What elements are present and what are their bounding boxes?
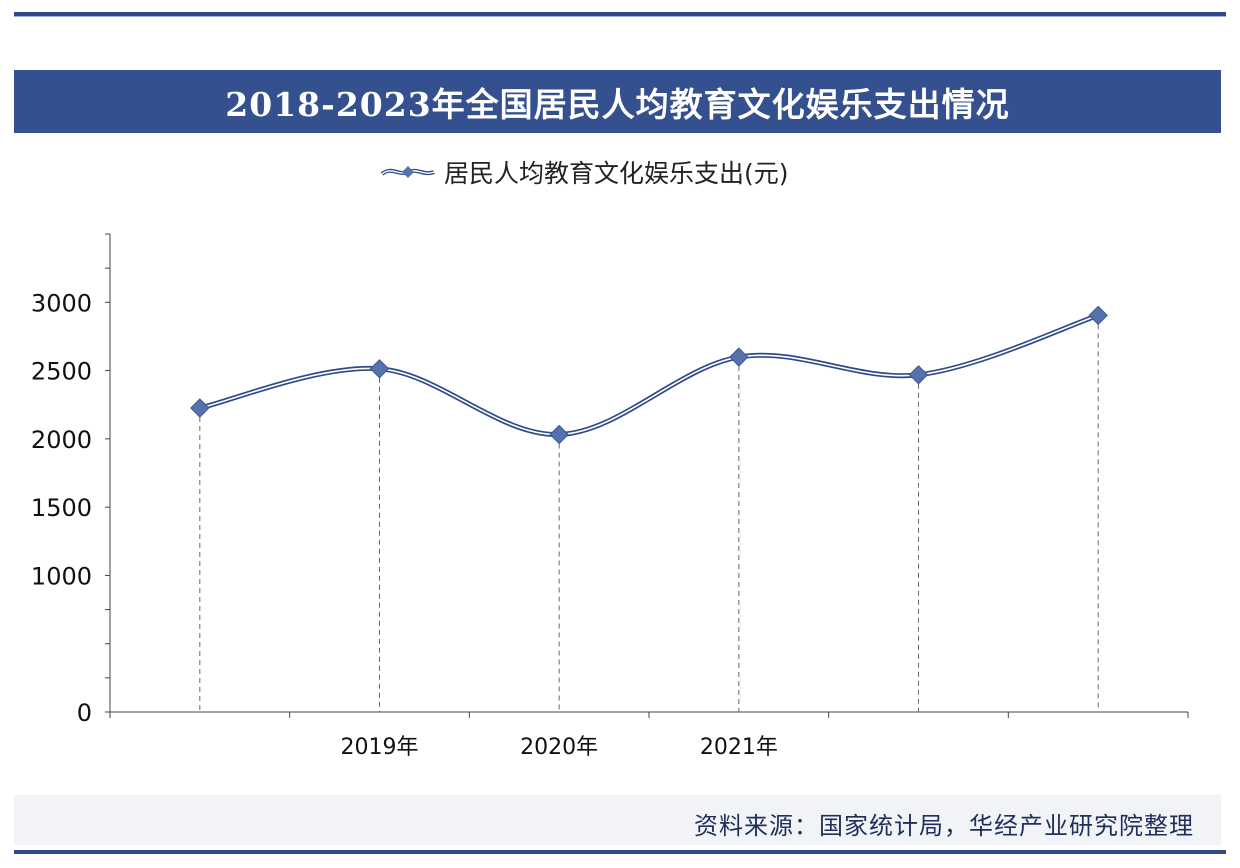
data-point-marker xyxy=(908,365,929,385)
x-tick-label: 2021年 xyxy=(700,735,778,760)
y-axis: 0 1000 1500 2000 2500 3000 xyxy=(31,233,111,727)
title-band: 2018-2023年全国居民人均教育文化娱乐支出情况 xyxy=(14,70,1221,133)
top-frame-rule xyxy=(14,12,1226,17)
y-tick-label: 2000 xyxy=(31,426,92,454)
y-tick-label: 2500 xyxy=(31,358,92,386)
chart-title: 2018-2023年全国居民人均教育文化娱乐支出情况 xyxy=(225,84,1010,124)
legend: 居民人均教育文化娱乐支出(元) xyxy=(380,152,789,192)
y-tick-label: 1000 xyxy=(31,562,92,590)
data-point-marker xyxy=(729,347,749,367)
x-tick-label: 2020年 xyxy=(520,735,598,760)
source-note: 资料来源：国家统计局，华经产业研究院整理 xyxy=(694,812,1194,840)
drop-lines xyxy=(199,315,1099,712)
legend-label: 居民人均教育文化娱乐支出(元) xyxy=(444,159,789,188)
data-markers xyxy=(190,305,1108,445)
series-line-inner xyxy=(199,314,1099,436)
x-tick-label: 2019年 xyxy=(341,735,419,760)
source-band xyxy=(14,795,1221,845)
y-tick-label: 3000 xyxy=(31,289,92,317)
data-point-marker xyxy=(1088,305,1108,326)
data-point-marker xyxy=(190,398,210,418)
series-line-outer xyxy=(199,313,1099,437)
legend-line-marker-icon xyxy=(380,166,435,178)
data-point-marker xyxy=(369,359,390,379)
series-line xyxy=(199,313,1099,437)
y-tick-label: 1500 xyxy=(31,494,92,522)
data-point-marker xyxy=(549,424,569,445)
x-axis: 2019年 2020年 2021年 xyxy=(109,711,1189,760)
bottom-frame-rule xyxy=(14,850,1226,854)
y-tick-label: 0 xyxy=(77,699,92,727)
